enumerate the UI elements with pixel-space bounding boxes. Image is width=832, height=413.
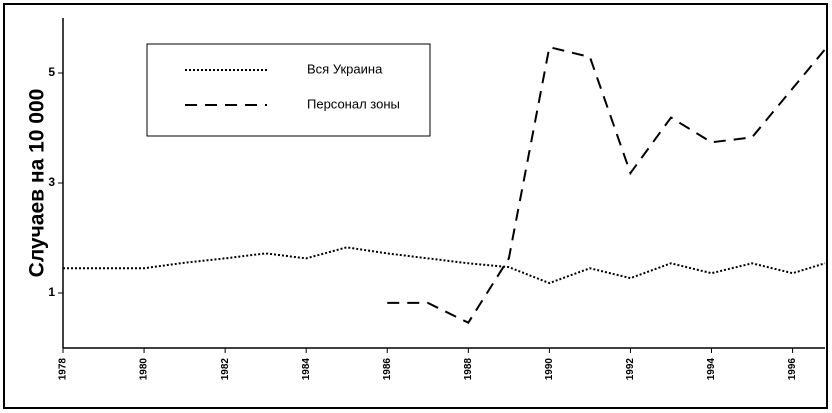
x-tick-label: 1988 bbox=[463, 358, 474, 381]
y-tick-label: 3 bbox=[48, 175, 55, 189]
x-tick-label: 1986 bbox=[382, 358, 393, 381]
x-tick-label: 1996 bbox=[787, 358, 798, 381]
x-tick-label: 1990 bbox=[544, 358, 555, 381]
y-tick-label: 5 bbox=[48, 65, 55, 79]
frame bbox=[3, 3, 828, 409]
x-tick-label: 1992 bbox=[625, 358, 636, 381]
line-series bbox=[63, 246, 826, 285]
y-axis-label: Случаев на 10 000 bbox=[26, 89, 49, 278]
x-tick-label: 1980 bbox=[139, 358, 150, 381]
legend-box bbox=[146, 43, 431, 137]
x-tick-label: 1978 bbox=[58, 358, 69, 381]
y-tick-label: 1 bbox=[48, 285, 55, 299]
x-tick-label: 1982 bbox=[220, 358, 231, 381]
line-series bbox=[387, 45, 826, 324]
legend-label: Персонал зоны bbox=[307, 96, 400, 111]
legend-label: Вся Украина bbox=[307, 61, 383, 76]
x-tick-label: 1984 bbox=[301, 358, 312, 381]
x-tick-label: 1994 bbox=[706, 358, 717, 381]
